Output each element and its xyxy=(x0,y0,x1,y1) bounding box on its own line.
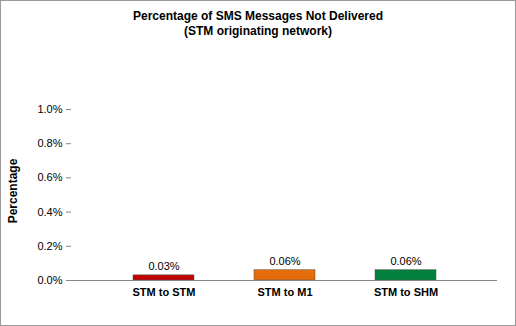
svg-text:0.2%: 0.2% xyxy=(37,240,62,252)
svg-text:0.4%: 0.4% xyxy=(37,206,62,218)
svg-text:0.6%: 0.6% xyxy=(37,171,62,183)
svg-text:STM to STM: STM to STM xyxy=(133,286,196,298)
svg-text:0.0%: 0.0% xyxy=(37,274,62,286)
svg-text:STM to M1: STM to M1 xyxy=(258,286,313,298)
html-text:Percentage: Percentage xyxy=(6,158,20,224)
html-text:(STM originating network): (STM originating network) xyxy=(184,24,332,38)
svg-text:0.03%: 0.03% xyxy=(148,260,179,272)
svg-text:STM to SHM: STM to SHM xyxy=(374,286,438,298)
svg-text:0.06%: 0.06% xyxy=(269,255,300,267)
svg-text:0.06%: 0.06% xyxy=(390,255,421,267)
svg-text:1.0%: 1.0% xyxy=(37,103,62,115)
html-text:Percentage of SMS Messages Not: Percentage of SMS Messages Not Delivered xyxy=(133,9,383,23)
svg-text:0.8%: 0.8% xyxy=(37,137,62,149)
